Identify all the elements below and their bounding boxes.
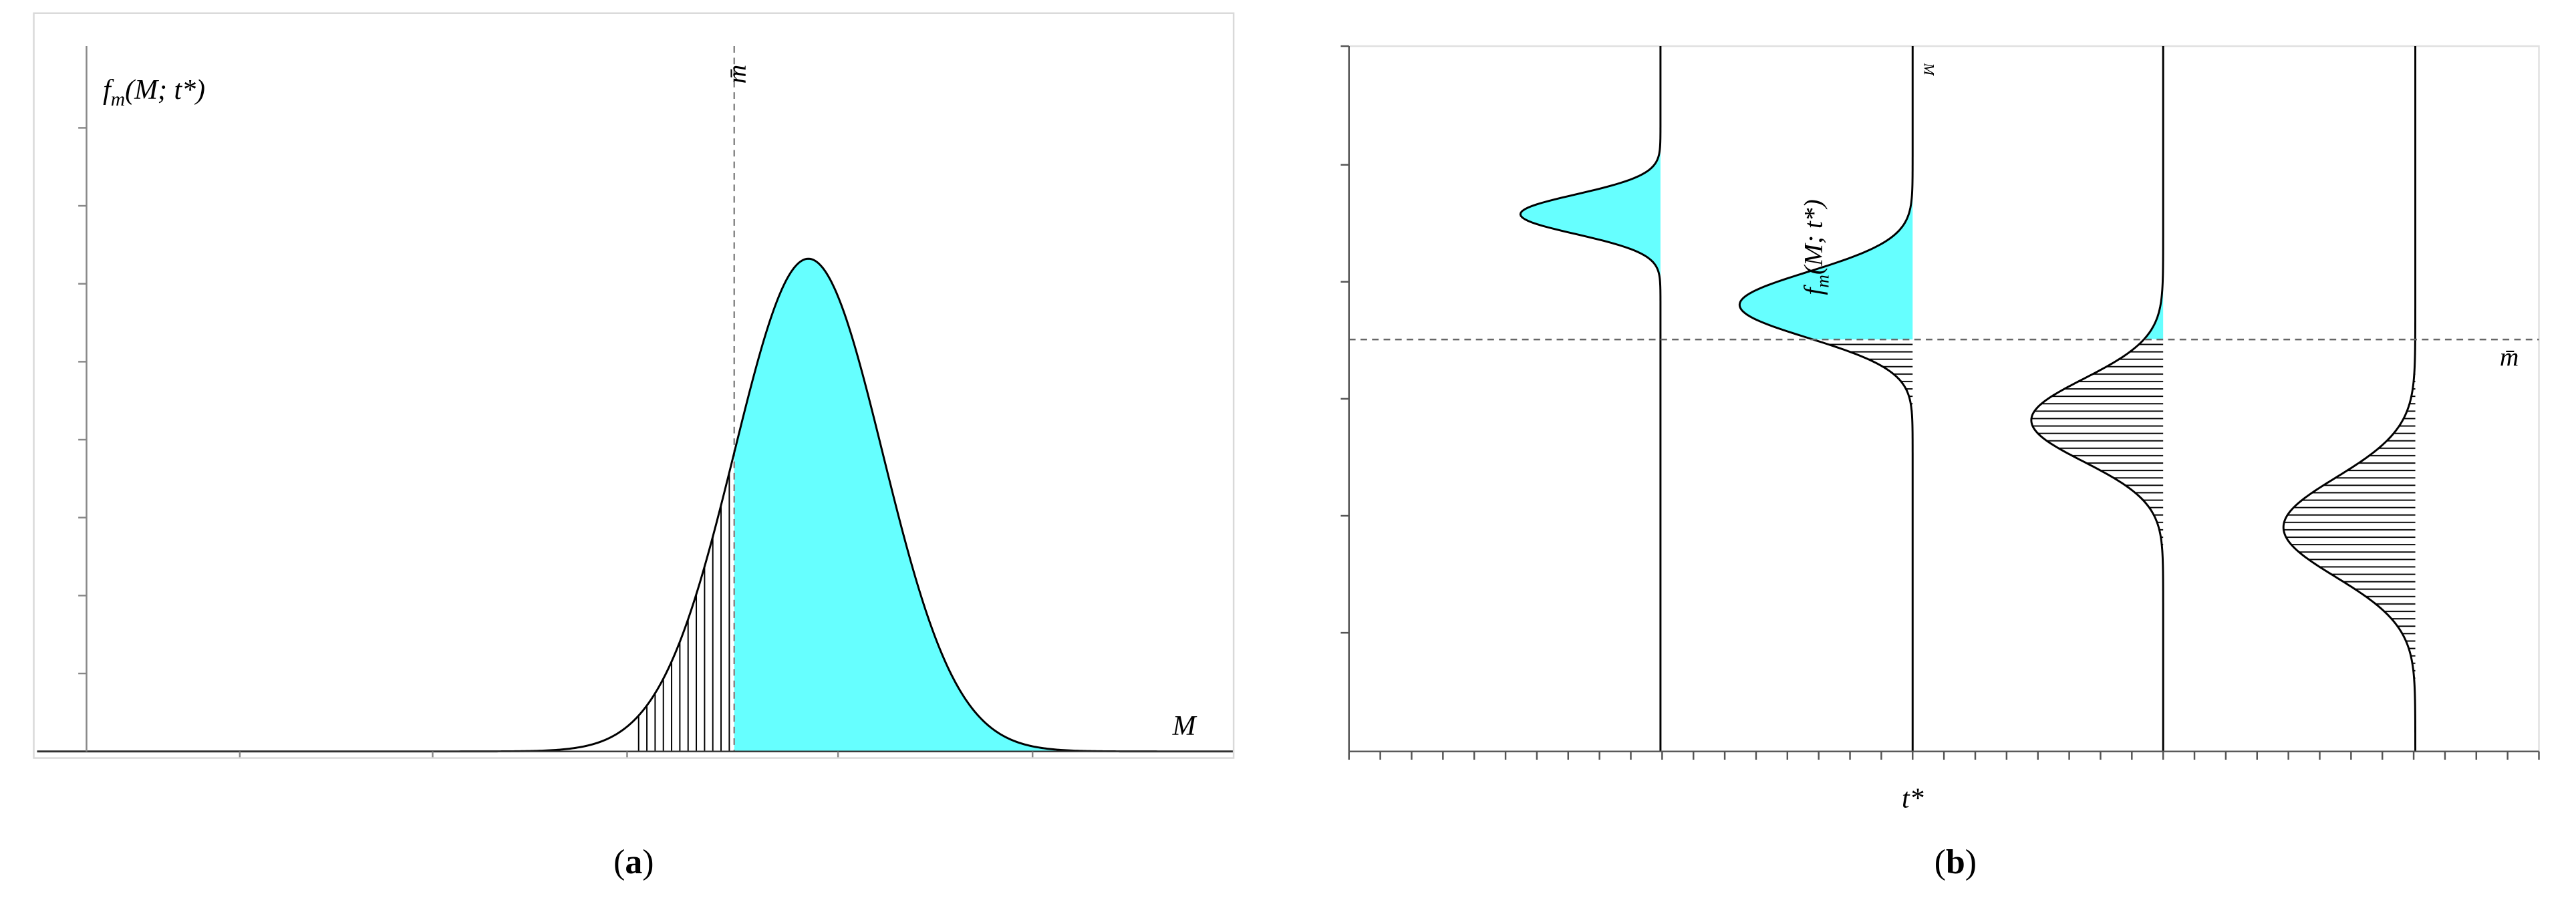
y-axis-label: fm(M; t*) — [103, 75, 205, 110]
filled-area — [1520, 125, 1661, 303]
hatched-area — [1813, 339, 1913, 454]
threshold-label: m̄ — [2500, 343, 2519, 372]
filled-area — [1739, 156, 1913, 340]
x-axis-label: M — [1172, 711, 1197, 742]
density-curve — [2030, 46, 2164, 752]
curve-label: fm(M; t*) — [1799, 199, 1833, 295]
density-curve — [1738, 46, 1914, 752]
density-curve — [2282, 46, 2417, 752]
panel-label: (b) — [1935, 843, 1977, 881]
panel-a: fm(M; t*) m̄ M (a) — [33, 12, 1235, 881]
x-axis-label: t* — [1902, 784, 1924, 814]
panel-frame — [33, 12, 1235, 759]
hatched-area — [2031, 339, 2164, 606]
filled-area — [734, 259, 1072, 752]
panel-b: fm(M; t*) m̄ t* M (b) — [1340, 45, 2540, 881]
threshold-label: m̄ — [722, 65, 752, 84]
hatched-area — [635, 452, 734, 752]
hatched-area — [2283, 339, 2416, 750]
density-curve — [37, 257, 1234, 753]
panel-label: (a) — [613, 843, 654, 881]
y-axis-label: M — [1921, 62, 1938, 76]
panel-frame — [1348, 45, 2540, 752]
density-curve — [1519, 46, 1662, 752]
filled-area — [2144, 235, 2164, 340]
